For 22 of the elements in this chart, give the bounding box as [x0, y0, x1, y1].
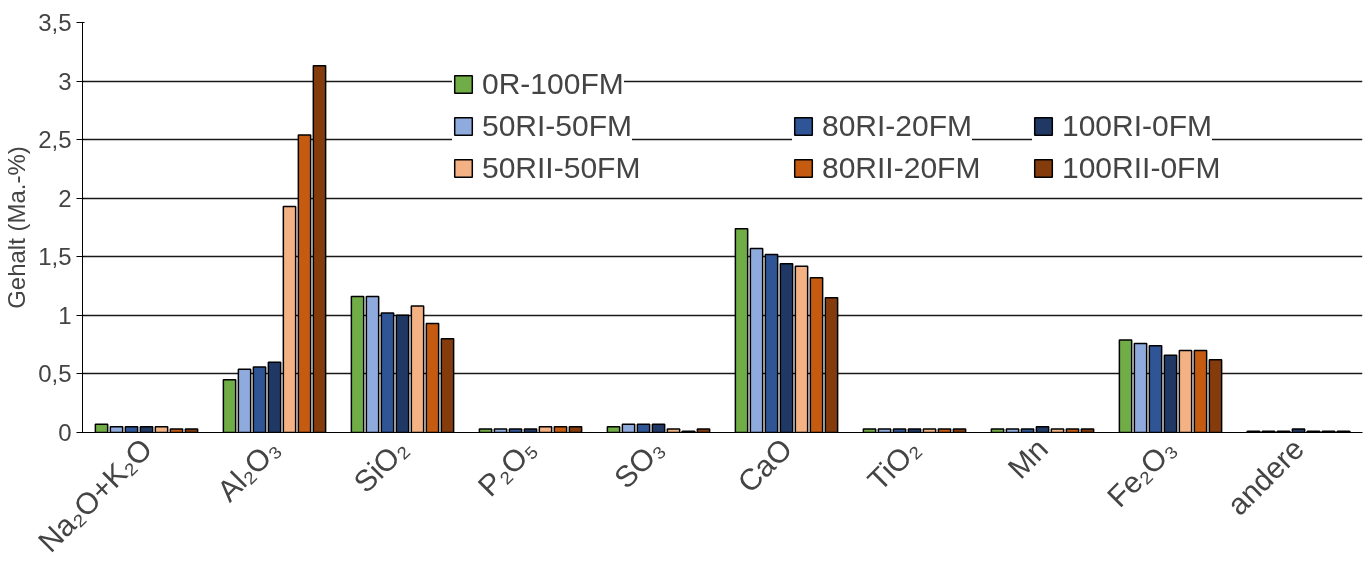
x-tick-label: Mn	[1001, 431, 1055, 485]
y-tick-label: 1,5	[38, 243, 72, 271]
x-tick-label: P₂O₅	[471, 431, 543, 503]
legend-label: 80RI-20FM	[822, 108, 973, 144]
y-tick-label: 3	[58, 67, 72, 95]
legend-label: 80RII-20FM	[822, 150, 981, 186]
legend-label: 100RI-0FM	[1062, 108, 1213, 144]
x-tick-label: TiO₂	[861, 431, 927, 497]
y-axis-title: Gehalt (Ma.-%)	[3, 146, 31, 309]
y-tick-label: 2,5	[38, 126, 72, 154]
legend-label: 100RII-0FM	[1062, 150, 1221, 186]
y-tick-label: 3,5	[38, 9, 72, 36]
y-tick-label: 1	[58, 301, 72, 329]
x-tick-label: SO₃	[607, 431, 671, 495]
legend-label: 0R-100FM	[482, 66, 624, 102]
y-tick-label: 0,5	[38, 360, 72, 388]
legend-label: 50RI-50FM	[482, 108, 633, 144]
x-tick-label: CaO	[731, 431, 799, 499]
x-tick-label: SiO₂	[347, 431, 415, 499]
legend-label: 50RII-50FM	[482, 150, 641, 186]
y-tick-label: 2	[58, 184, 72, 212]
y-tick-label: 0	[58, 419, 72, 446]
